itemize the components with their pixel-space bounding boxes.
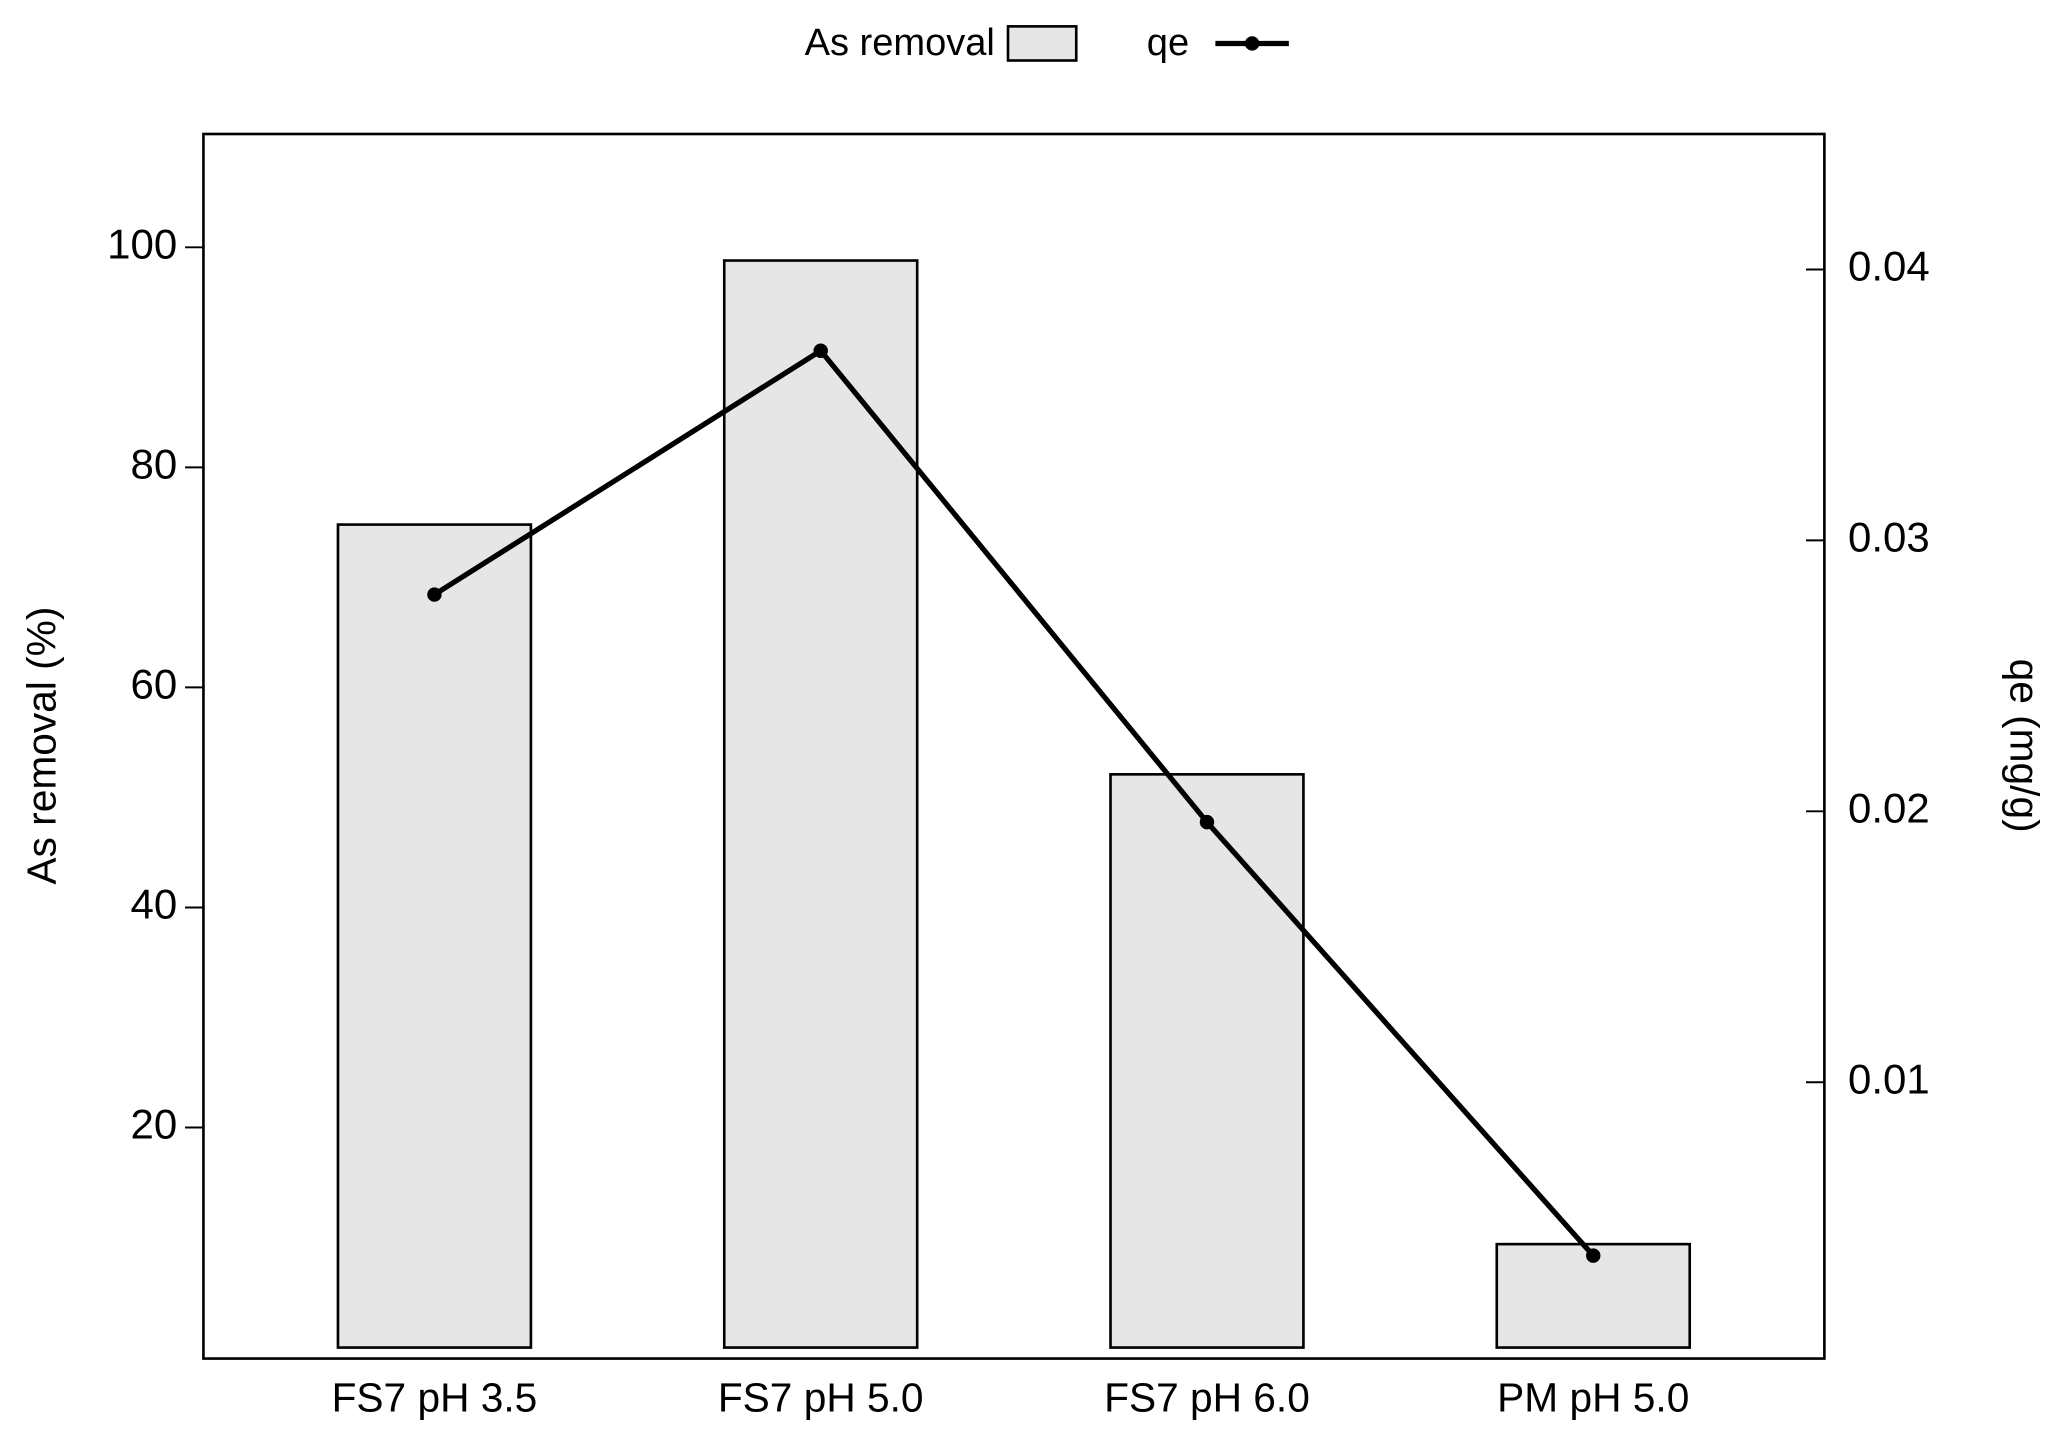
y2-tick-label: 0.01 [1848,1055,1930,1102]
y2-tick-label: 0.03 [1848,513,1930,560]
y2-tick-label: 0.04 [1848,243,1930,290]
plot-frame [202,132,1826,1360]
line-point [813,343,828,358]
line-point [427,587,442,602]
line-point [1199,814,1215,830]
bar [722,259,919,1349]
bar [336,523,533,1349]
legend-swatch-point [1244,36,1260,51]
legend-label: qe [1147,22,1189,64]
y-tick-label: 100 [107,220,177,267]
x-tick-label: FS7 pH 5.0 [718,1374,924,1420]
legend-swatch [1006,25,1078,62]
legend-label: As removal [805,22,995,64]
line [433,348,1596,1258]
x-tick-label: FS7 pH 3.5 [332,1374,538,1420]
line-point [1586,1248,1601,1263]
x-tick-label: PM pH 5.0 [1497,1374,1689,1420]
y2-tick-label: 0.02 [1848,784,1930,831]
y-tick-label: 60 [130,661,177,708]
bar [1109,773,1305,1349]
x-tick-label: FS7 pH 6.0 [1104,1374,1310,1420]
y-tick-label: 40 [130,881,177,928]
y2-axis-label: qe (mg/g) [2002,659,2048,833]
y-tick-label: 80 [130,440,177,487]
y-tick-label: 20 [130,1101,177,1148]
y-axis-label: As removal (%) [18,607,64,885]
